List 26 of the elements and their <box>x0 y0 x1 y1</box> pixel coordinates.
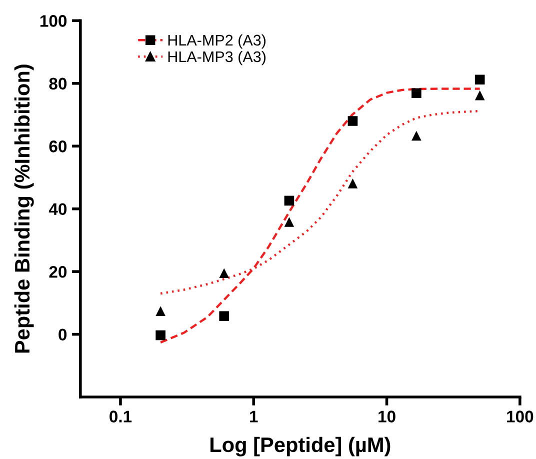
y-tick-label: 100 <box>40 15 67 27</box>
x-tick-label: 1 <box>250 410 258 422</box>
y-tick-label: 0 <box>58 328 67 341</box>
legend-label: HLA-MP3 (A3) <box>168 50 266 66</box>
y-axis-title: Peptide Binding (%Inhibition) <box>14 64 34 353</box>
y-tick-label: 40 <box>48 203 67 216</box>
y-tick-label: 20 <box>49 266 67 278</box>
x-tick-label: 10 <box>378 410 396 422</box>
point <box>156 306 166 316</box>
x-axis-title: Log [Peptide] (µM) <box>210 436 390 456</box>
point <box>156 330 166 340</box>
point <box>474 90 485 100</box>
point <box>219 311 229 322</box>
y-tick-label: 80 <box>49 78 67 90</box>
point <box>474 74 485 85</box>
point <box>284 217 294 227</box>
point <box>219 268 229 278</box>
x-tick-label: 0.1 <box>110 410 132 422</box>
y-tick-label: 60 <box>49 140 67 152</box>
point <box>284 196 294 206</box>
point <box>412 130 422 141</box>
point <box>412 88 422 98</box>
legend-label: HLA-MP2 (A3) <box>168 34 266 49</box>
point <box>348 116 358 126</box>
x-tick-label: 100 <box>507 410 534 422</box>
point <box>348 178 358 188</box>
